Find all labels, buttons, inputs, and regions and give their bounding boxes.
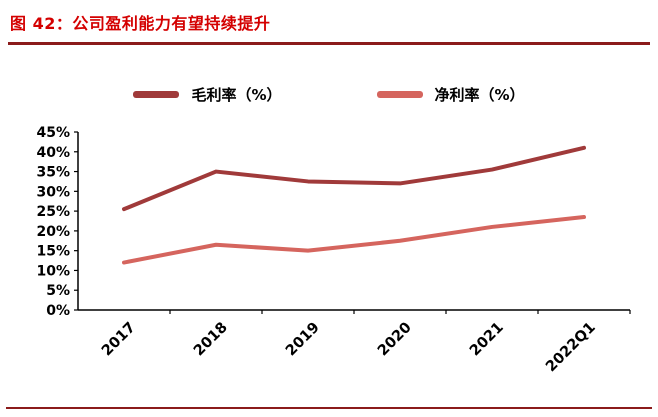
gross-margin-line-icon — [133, 91, 180, 98]
legend-label-gross-margin: 毛利率（%） — [191, 86, 282, 104]
y-tick-label: 25% — [36, 204, 70, 220]
x-tick-label: 2021 — [467, 320, 507, 360]
chart-legend: 毛利率（%） 净利率（%） — [0, 84, 658, 105]
figure-title: 图 42：公司盈利能力有望持续提升 — [10, 14, 271, 33]
page-bottom-divider — [6, 407, 652, 409]
series-line-0 — [122, 145, 586, 212]
y-tick-label: 40% — [36, 145, 70, 161]
legend-label-net-margin: 净利率（%） — [434, 86, 525, 104]
series-line-1 — [122, 215, 586, 265]
x-tick-label: 2020 — [375, 320, 415, 360]
y-tick-label: 5% — [46, 283, 70, 299]
net-margin-line-icon — [376, 91, 423, 98]
x-tick-label: 2018 — [191, 320, 231, 360]
x-tick-label: 2019 — [283, 320, 323, 360]
y-tick-label: 30% — [36, 184, 70, 200]
legend-item-gross-margin: 毛利率（%） — [133, 84, 282, 105]
y-tick-label: 45% — [36, 125, 70, 141]
y-tick-label: 0% — [46, 303, 70, 319]
legend-item-net-margin: 净利率（%） — [376, 84, 525, 105]
y-tick-label: 20% — [36, 224, 70, 240]
y-tick-label: 15% — [36, 244, 70, 260]
title-divider — [8, 42, 650, 45]
y-tick-label: 10% — [36, 263, 70, 279]
x-tick-label: 2017 — [99, 320, 139, 360]
line-chart: 0% 5% 10% 15% 20% 25% 30% 35% 40% 45% 2017 2018 2019… — [36, 125, 631, 376]
x-tick-label: 2022Q1 — [543, 320, 599, 376]
y-tick-label: 35% — [36, 165, 70, 181]
